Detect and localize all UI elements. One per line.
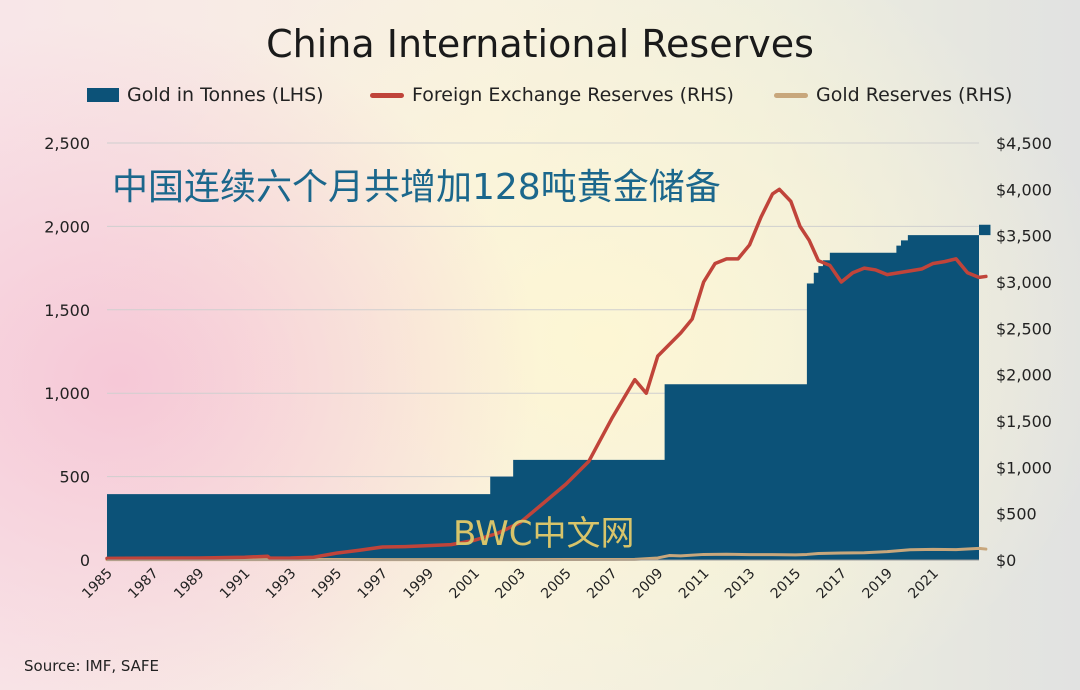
legend-swatch-gold-tonnes: [87, 88, 119, 102]
legend-item-gold-reserves: Gold Reserves (RHS): [774, 84, 1012, 106]
legend-label-gold-tonnes: Gold in Tonnes (LHS): [127, 84, 324, 106]
legend-label-gold-reserves: Gold Reserves (RHS): [816, 84, 1013, 106]
legend-item-fx-reserves: Foreign Exchange Reserves (RHS): [370, 84, 734, 106]
x-tick-label: 2009: [630, 566, 667, 603]
legend-item-gold-tonnes: Gold in Tonnes (LHS): [87, 84, 324, 106]
x-tick-label: 2003: [492, 566, 529, 603]
y-right-tick-label: $4,500: [996, 134, 1052, 153]
overlay-caption: 中国连续六个月共增加128吨黄金储备: [112, 167, 721, 208]
gold-tonnes-area: [107, 224, 991, 560]
x-tick-label: 2017: [814, 566, 851, 603]
chart-legend: Gold in Tonnes (LHS) Foreign Exchange Re…: [0, 84, 1080, 108]
chart-title: China International Reserves: [266, 22, 814, 66]
x-tick-label: 1993: [263, 566, 300, 603]
x-tick-label: 2021: [905, 566, 942, 603]
y-left-tick-label: 2,500: [44, 134, 90, 153]
x-tick-label: 1991: [217, 566, 254, 603]
gold-reserves-line: [105, 546, 988, 562]
y-left-tick-label: 0: [80, 551, 90, 570]
y-right-tick-label: $0: [996, 551, 1016, 570]
x-tick-label: 1989: [171, 566, 208, 603]
x-tick-label: 1985: [79, 566, 116, 603]
x-tick-label: 1987: [125, 566, 162, 603]
x-tick-label: 2007: [584, 566, 621, 603]
x-tick-label: 2001: [446, 566, 483, 603]
x-tick-label: 2019: [860, 566, 897, 603]
y-right-tick-label: $1,000: [996, 458, 1052, 477]
x-tick-label: 1999: [401, 566, 438, 603]
y-right-tick-label: $2,000: [996, 366, 1052, 385]
y-right-tick-label: $500: [996, 505, 1037, 524]
x-tick-label: 2015: [768, 566, 805, 603]
y-right-tick-label: $3,000: [996, 273, 1052, 292]
y-left-tick-label: 2,000: [44, 217, 90, 236]
fx-reserves-line: [105, 187, 988, 561]
legend-label-fx-reserves: Foreign Exchange Reserves (RHS): [412, 84, 734, 106]
y-left-tick-label: 1,500: [44, 301, 90, 320]
x-tick-label: 2013: [722, 566, 759, 603]
y-left-tick-label: 1,000: [44, 384, 90, 403]
y-right-tick-label: $4,000: [996, 180, 1052, 199]
x-tick-label: 1995: [309, 566, 346, 603]
legend-swatch-gold-reserves: [774, 92, 808, 98]
y-right-tick-label: $1,500: [996, 412, 1052, 431]
y-right-tick-label: $3,500: [996, 227, 1052, 246]
legend-swatch-fx-reserves: [370, 92, 404, 98]
x-tick-label: 2005: [538, 566, 575, 603]
x-tick-label: 1997: [355, 566, 392, 603]
y-left-tick-label: 500: [59, 468, 90, 487]
source-note: Source: IMF, SAFE: [24, 657, 160, 675]
x-tick-label: 2011: [676, 566, 713, 603]
y-right-tick-label: $2,500: [996, 319, 1052, 338]
watermark-text: BWC中文网: [453, 514, 635, 554]
